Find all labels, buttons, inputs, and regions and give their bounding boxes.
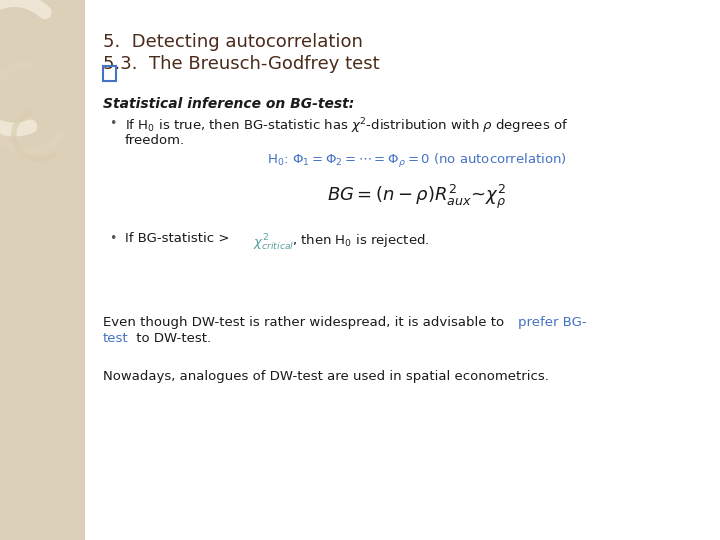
Text: If BG-statistic >: If BG-statistic > [125,232,233,245]
Text: , then H$_0$ is rejected.: , then H$_0$ is rejected. [292,232,429,249]
Text: Even though DW-test is rather widespread, it is advisable to: Even though DW-test is rather widespread… [103,316,508,329]
Text: Statistical inference on BG-test:: Statistical inference on BG-test: [103,97,354,111]
Text: prefer BG-: prefer BG- [518,316,586,329]
FancyBboxPatch shape [85,0,720,540]
Text: H$_0$: $\Phi_1 = \Phi_2 = \cdots = \Phi_\rho = 0$ (no autocorrelation): H$_0$: $\Phi_1 = \Phi_2 = \cdots = \Phi_… [267,152,567,170]
Text: 5.  Detecting autocorrelation: 5. Detecting autocorrelation [103,33,363,51]
Text: Nowadays, analogues of DW-test are used in spatial econometrics.: Nowadays, analogues of DW-test are used … [103,370,549,383]
Text: freedom.: freedom. [125,134,185,147]
FancyBboxPatch shape [0,0,85,540]
Text: If H$_0$ is true, then BG-statistic has $\chi^2$-distribution with $\rho$ degree: If H$_0$ is true, then BG-statistic has … [125,117,568,136]
Text: 5.3.  The Breusch-Godfrey test: 5.3. The Breusch-Godfrey test [103,55,379,73]
Text: •: • [109,232,116,245]
Text: $\chi^2_{critical}$: $\chi^2_{critical}$ [253,232,294,253]
Text: to DW-test.: to DW-test. [132,332,212,345]
Text: $BG = (n - \rho)R^2_{aux}$~$\chi^2_\rho$: $BG = (n - \rho)R^2_{aux}$~$\chi^2_\rho$ [328,183,506,211]
Text: test: test [103,332,129,345]
Text: •: • [109,117,116,130]
